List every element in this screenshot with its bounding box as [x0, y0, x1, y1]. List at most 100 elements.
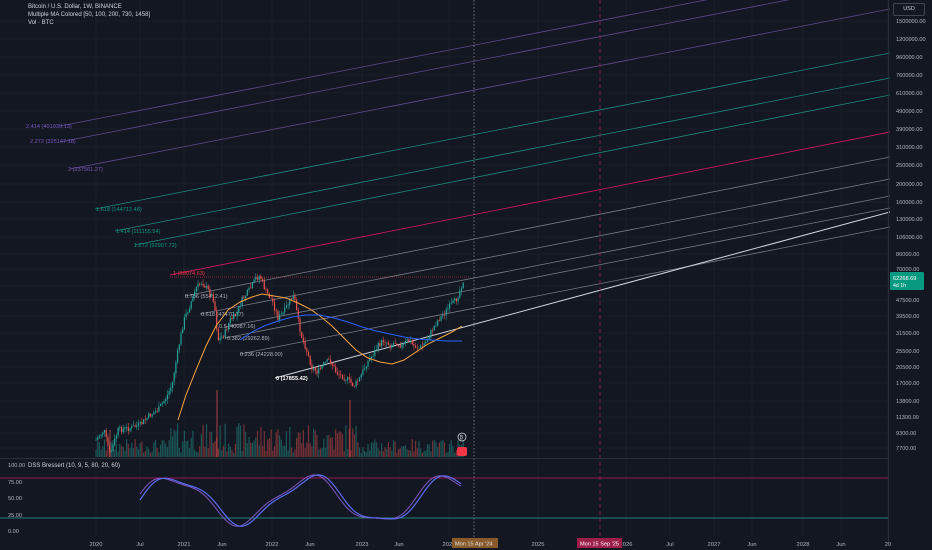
- volume-bar: [199, 446, 201, 457]
- price-axis-label: 86000.00: [896, 252, 919, 258]
- earnings-event-icon[interactable]: [457, 447, 467, 456]
- candle: [401, 344, 403, 348]
- candle: [398, 345, 400, 347]
- candle: [331, 363, 333, 366]
- volume-bar: [384, 447, 386, 457]
- volume-bar: [379, 450, 381, 457]
- moving-average-orange: [177, 293, 463, 421]
- volume-bar: [98, 442, 100, 457]
- candle: [440, 315, 442, 321]
- price-axis-label: 1200000.00: [896, 37, 926, 43]
- volume-bar: [221, 450, 223, 457]
- volume-bar: [421, 452, 423, 457]
- price-axis-label: 7700.00: [896, 446, 916, 452]
- candle: [175, 362, 177, 374]
- candle: [421, 345, 423, 347]
- candle: [277, 311, 279, 320]
- price-axis-label: 70000.00: [896, 267, 919, 273]
- candle: [127, 427, 129, 431]
- candle: [355, 380, 357, 387]
- candle: [420, 345, 422, 348]
- candle: [238, 306, 240, 312]
- candle: [190, 301, 192, 309]
- price-axis[interactable]: 1500000.00 1200000.00 960000.00 760000.00 61…: [896, 19, 926, 452]
- candle: [433, 325, 435, 331]
- volume-bar: [362, 447, 364, 457]
- candle: [226, 329, 228, 330]
- candle: [117, 427, 119, 436]
- candle: [297, 310, 299, 319]
- currency-button[interactable]: USD: [893, 3, 925, 16]
- volume-bar: [364, 450, 366, 457]
- volume-bar: [330, 437, 332, 457]
- candle: [262, 279, 264, 281]
- price-axis-label: 310000.00: [896, 145, 922, 151]
- current-time-marker: Mon 15 Apr '24: [455, 542, 492, 548]
- volume-bar: [226, 451, 228, 457]
- oscillator-axis-label: 75.00: [8, 480, 22, 486]
- candlestick-series[interactable]: [95, 273, 464, 454]
- fib-label: 1 (69074.63): [173, 271, 205, 277]
- volume-bar: [268, 438, 270, 457]
- volume-bar: [318, 449, 320, 457]
- volume-bar: [160, 444, 162, 457]
- time-axis-label: Jun: [394, 542, 403, 548]
- volume-bar: [284, 445, 286, 457]
- candle: [360, 374, 362, 378]
- event-icons[interactable]: ₿: [457, 432, 467, 456]
- volume-bar: [238, 423, 240, 457]
- indicator-title-volume[interactable]: Vol · BTC: [28, 20, 54, 27]
- volume-bar: [382, 451, 384, 457]
- volume-bar: [375, 442, 378, 457]
- volume-bar: [353, 434, 355, 457]
- time-axis[interactable]: 2020 Jul 2021 Jun 2022 Jun 2023 Jun 2024 2025 2026…: [90, 542, 892, 548]
- candle: [202, 283, 204, 286]
- oscillator-pane[interactable]: [0, 474, 888, 527]
- candle: [347, 377, 349, 381]
- volume-bar: [202, 424, 204, 457]
- chart-legend[interactable]: Bitcoin / U.S. Dollar, 1W, BINANCE Multi…: [28, 3, 150, 28]
- volume-bar: [222, 445, 225, 457]
- volume-bar: [262, 446, 264, 457]
- volume-bar: [321, 448, 323, 457]
- volume-bar: [214, 441, 216, 457]
- volume-bar: [192, 430, 194, 457]
- volume-bar: [297, 432, 299, 457]
- candle: [340, 374, 342, 376]
- fib-line-2: [69, 8, 891, 170]
- volume-bar: [129, 447, 131, 457]
- candle: [222, 336, 225, 338]
- oscillator-title[interactable]: DSS Bressert (10, 9, 5, 80, 20, 60): [28, 463, 121, 469]
- bitcoin-halving-icon[interactable]: [457, 432, 467, 442]
- volume-bar: [180, 452, 182, 457]
- fib-line-0382: [224, 207, 891, 339]
- volume-bar: [190, 437, 192, 457]
- volume-bar: [219, 425, 221, 457]
- fib-line-1: [169, 131, 891, 276]
- volume-bar: [389, 447, 391, 457]
- fib-channel[interactable]: [59, 0, 891, 379]
- candle: [263, 280, 265, 290]
- price-axis-label: 11300.00: [896, 415, 919, 421]
- volume-bar: [447, 451, 449, 457]
- volume-bar: [233, 452, 235, 457]
- candle: [367, 360, 369, 367]
- candle: [165, 399, 167, 402]
- volume-bar: [381, 443, 383, 457]
- candle: [149, 413, 151, 417]
- fib-line-1414: [114, 77, 891, 232]
- oscillator-axis-label: 100.00: [8, 463, 25, 469]
- volume-bar: [316, 435, 318, 457]
- volume-bar: [122, 446, 124, 457]
- candle: [204, 285, 206, 288]
- candle: [110, 451, 112, 452]
- dss-signal-line: [139, 474, 462, 527]
- candle: [243, 296, 245, 299]
- symbol-title[interactable]: Bitcoin / U.S. Dollar, 1W, BINANCE: [28, 4, 122, 10]
- price-axis-label: 390000.00: [896, 127, 922, 133]
- candle: [273, 301, 276, 311]
- indicator-title-ma[interactable]: Multiple MA Colored [50, 100, 200, 730, …: [28, 12, 151, 19]
- volume-bar: [234, 443, 236, 457]
- time-axis-label: 2023: [356, 542, 369, 548]
